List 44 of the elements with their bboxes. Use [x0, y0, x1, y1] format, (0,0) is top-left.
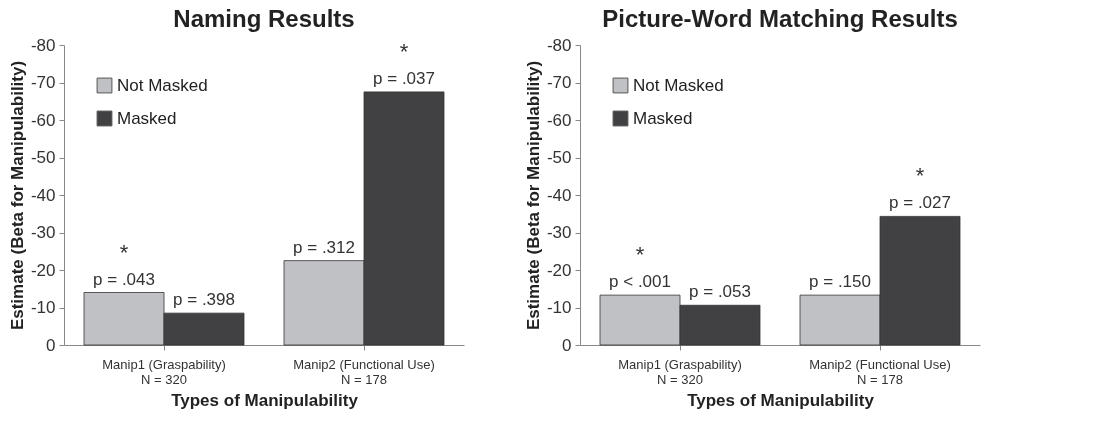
legend-label: Not Masked: [633, 75, 724, 95]
y-tick-label: -20: [546, 260, 572, 280]
annotation: p = .043: [93, 269, 155, 289]
y-tick-label: -60: [30, 110, 56, 130]
annotation: *: [635, 242, 645, 268]
x-tick-label: Manip1 (Graspability) N = 320: [102, 356, 226, 387]
x-axis-title: Types of Manipulability: [171, 390, 359, 410]
y-tick-label: -10: [30, 298, 56, 317]
annotation: p = .027: [889, 193, 951, 213]
y-tick-label: -20: [30, 260, 56, 280]
legend-label: Masked: [633, 108, 693, 128]
y-axis-title: Estimate (Beta for Manipulability): [7, 60, 27, 331]
chart-title: Naming Results: [173, 5, 355, 32]
y-tick-label: -40: [546, 185, 572, 205]
legend-label: Masked: [117, 108, 177, 128]
y-tick-label: -30: [30, 223, 56, 242]
annotation: p < .001: [609, 272, 671, 292]
annotation: *: [399, 38, 409, 64]
annotation: p = .312: [293, 237, 355, 257]
y-tick-label: -50: [546, 148, 572, 167]
y-tick-label: 0: [562, 335, 572, 355]
y-tick-label: -40: [30, 185, 56, 205]
y-tick-label: -70: [30, 73, 56, 92]
x-tick-label: Manip2 (Functional Use) N = 178: [809, 356, 951, 387]
y-tick-label: -70: [546, 73, 572, 92]
x-tick-label: Manip1 (Graspability) N = 320: [618, 356, 742, 387]
annotation: *: [915, 163, 925, 189]
y-tick-label: -80: [546, 35, 572, 55]
legend-label: Not Masked: [117, 75, 208, 95]
y-tick-label: -60: [546, 110, 572, 130]
annotation: p = .053: [689, 282, 751, 302]
annotation: p = .150: [809, 272, 871, 292]
x-tick-label: Manip2 (Functional Use) N = 178: [293, 356, 435, 387]
y-axis-title: Estimate (Beta for Manipulability): [523, 60, 543, 331]
annotation: *: [119, 239, 129, 265]
y-tick-label: -80: [30, 35, 56, 55]
chart-title: Picture-Word Matching Results: [602, 5, 958, 32]
annotation: p = .398: [173, 290, 235, 310]
x-axis-title: Types of Manipulability: [687, 390, 875, 410]
y-tick-label: -50: [30, 148, 56, 167]
annotation: p = .037: [373, 68, 435, 88]
y-tick-label: -30: [546, 223, 572, 242]
y-tick-label: 0: [46, 335, 56, 355]
y-tick-label: -10: [546, 298, 572, 317]
